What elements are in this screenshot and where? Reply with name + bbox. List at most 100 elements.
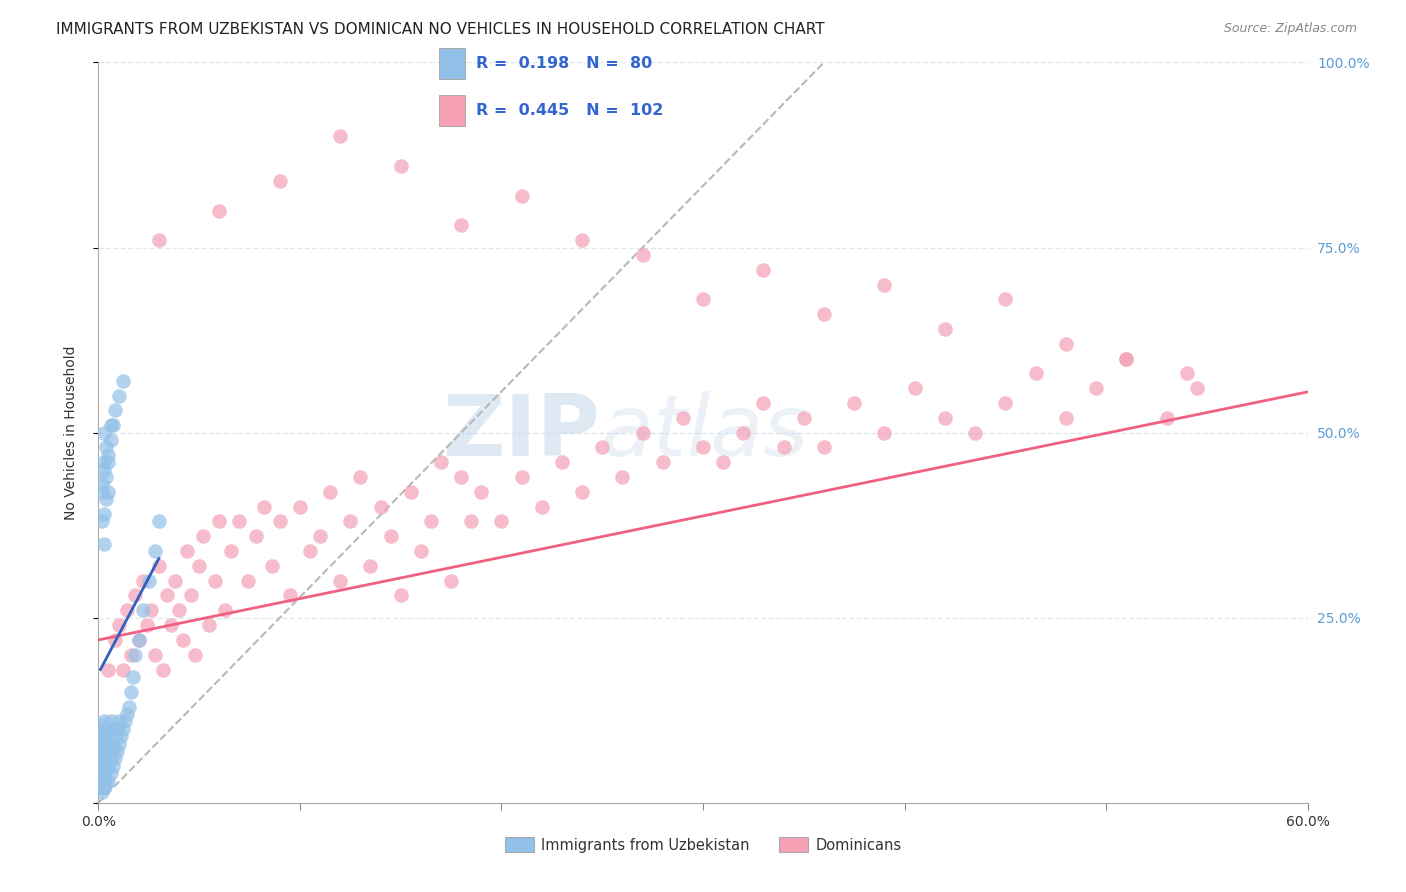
Point [711,455,734,469]
Point [97,773,120,788]
Text: atlas: atlas [600,391,808,475]
Point [111,374,134,388]
Point [115,706,138,721]
Point [89,751,111,765]
Point [100,766,122,780]
Point [389,589,412,603]
Point [124,648,146,662]
Point [510,188,533,202]
Point [93,737,115,751]
Point [631,248,654,262]
Point [253,500,276,514]
Point [245,529,267,543]
Point [1115,351,1137,366]
Y-axis label: No Vehicles in Household: No Vehicles in Household [63,345,77,520]
Point [460,515,482,529]
Point [163,574,186,588]
Point [309,529,332,543]
Point [143,648,166,662]
Point [96,740,118,755]
Point [91,740,114,755]
Point [89,773,111,788]
Point [107,618,129,632]
Point [450,219,472,233]
Point [221,544,243,558]
Point [204,574,226,588]
Point [97,484,120,499]
Point [409,544,432,558]
Point [91,747,114,762]
Point [269,515,291,529]
Point [93,425,115,440]
Point [101,722,124,736]
Point [571,484,593,499]
Point [299,544,322,558]
Point [91,770,114,784]
Point [160,618,183,632]
Point [91,718,114,732]
Text: R =  0.445   N =  102: R = 0.445 N = 102 [475,103,664,118]
Point [1185,381,1208,395]
Point [96,441,118,455]
Point [107,714,129,729]
Point [491,515,513,529]
Point [114,714,136,729]
Bar [439,48,465,78]
Point [692,293,714,307]
Point [91,725,114,739]
Point [96,492,118,507]
Point [103,403,125,417]
Point [111,663,134,677]
Point [91,777,114,791]
Point [430,455,453,469]
Point [651,455,673,469]
Point [96,763,118,777]
Point [288,500,311,514]
Point [100,751,122,765]
Point [152,663,174,677]
Point [91,477,114,491]
Point [360,558,382,573]
Point [105,722,128,736]
Point [93,755,115,769]
Point [994,396,1017,410]
Point [208,203,231,218]
Point [100,714,122,729]
Point [450,470,472,484]
Point [128,632,150,647]
Point [1156,410,1178,425]
Point [96,777,118,791]
Point [93,455,115,469]
Point [135,618,157,632]
Point [370,500,392,514]
Point [97,744,120,758]
Point [124,589,146,603]
Point [103,751,125,765]
Point [329,574,352,588]
Legend: Immigrants from Uzbekistan, Dominicans: Immigrants from Uzbekistan, Dominicans [499,831,907,858]
Point [100,433,122,447]
Point [93,773,115,788]
Point [236,574,259,588]
Point [148,515,170,529]
Point [198,618,221,632]
Point [329,129,352,144]
Point [612,470,634,484]
Text: R =  0.198   N =  80: R = 0.198 N = 80 [475,56,652,70]
Point [148,558,170,573]
Point [89,758,111,772]
Point [121,670,143,684]
Point [96,751,118,765]
Point [91,515,114,529]
Point [965,425,987,440]
Point [93,725,115,739]
Point [752,262,775,277]
Point [91,732,114,747]
Point [904,381,927,395]
Point [96,729,118,743]
Point [97,455,120,469]
Point [91,755,114,769]
Point [1115,351,1137,366]
Point [107,388,129,402]
Point [128,632,150,647]
